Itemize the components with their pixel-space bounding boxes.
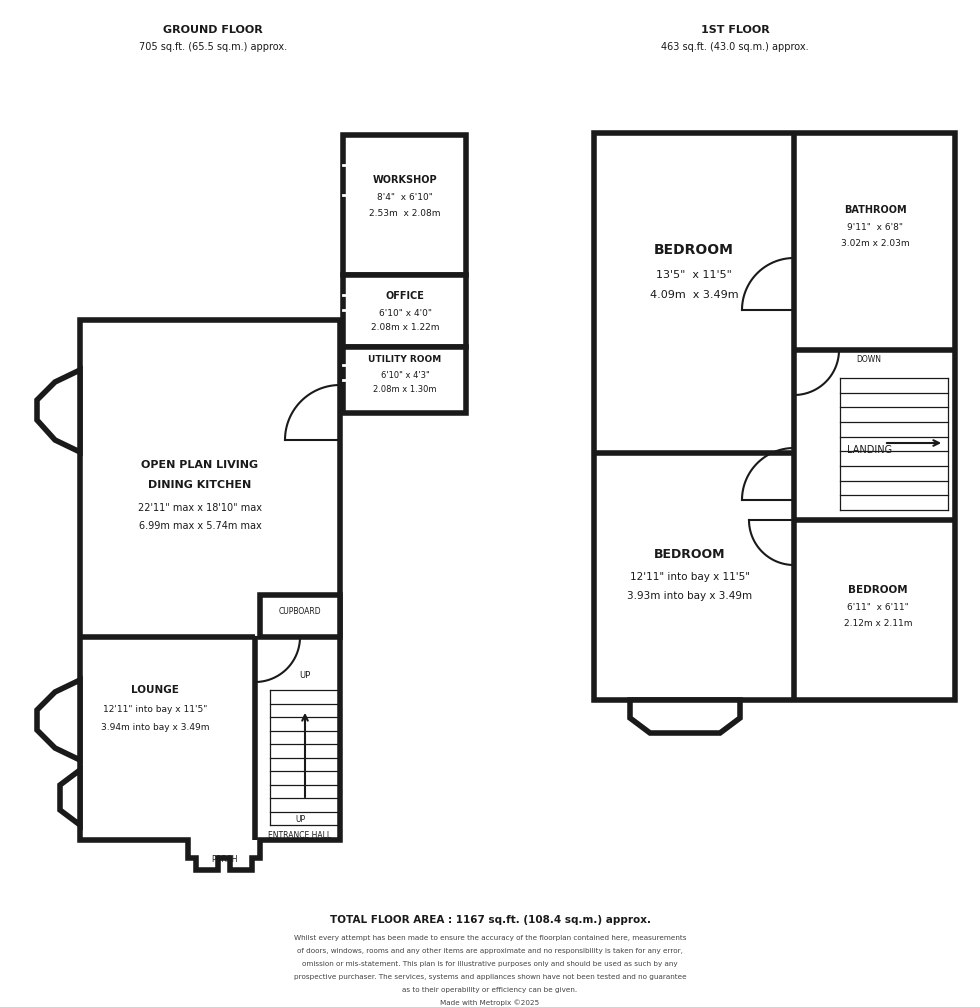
Text: 2.08m x 1.30m: 2.08m x 1.30m [373, 385, 437, 394]
Text: UP: UP [299, 672, 311, 681]
Text: 13'5"  x 11'5": 13'5" x 11'5" [656, 270, 732, 280]
Text: 463 sq.ft. (43.0 sq.m.) approx.: 463 sq.ft. (43.0 sq.m.) approx. [662, 42, 808, 52]
Text: WORKSHOP: WORKSHOP [372, 175, 437, 185]
Text: PORCH: PORCH [211, 856, 237, 864]
Text: BEDROOM: BEDROOM [655, 549, 726, 562]
Text: 12'11" into bay x 11'5": 12'11" into bay x 11'5" [630, 572, 750, 582]
Text: 3.94m into bay x 3.49m: 3.94m into bay x 3.49m [101, 722, 210, 731]
Text: BEDROOM: BEDROOM [848, 585, 907, 595]
Text: 9'11"  x 6'8": 9'11" x 6'8" [847, 223, 903, 232]
Polygon shape [60, 770, 80, 825]
Text: 2.08m x 1.22m: 2.08m x 1.22m [370, 323, 439, 332]
Text: OPEN PLAN LIVING: OPEN PLAN LIVING [141, 460, 259, 470]
Text: ENTRANCE HALL: ENTRANCE HALL [269, 831, 331, 840]
Bar [260, 595, 340, 637]
Text: DOWN: DOWN [857, 355, 881, 365]
Bar [343, 135, 466, 275]
Text: TOTAL FLOOR AREA : 1167 sq.ft. (108.4 sq.m.) approx.: TOTAL FLOOR AREA : 1167 sq.ft. (108.4 sq… [329, 915, 651, 925]
Text: 8'4"  x 6'10": 8'4" x 6'10" [377, 193, 433, 202]
Text: 1ST FLOOR: 1ST FLOOR [701, 25, 769, 35]
Text: 6.99m max x 5.74m max: 6.99m max x 5.74m max [138, 521, 262, 531]
Text: omission or mis-statement. This plan is for illustrative purposes only and shoul: omission or mis-statement. This plan is … [302, 961, 678, 967]
Text: LANDING: LANDING [848, 445, 893, 455]
Text: as to their operability or efficiency can be given.: as to their operability or efficiency ca… [403, 987, 577, 993]
Polygon shape [37, 680, 80, 760]
Text: UP: UP [295, 816, 305, 825]
Text: 705 sq.ft. (65.5 sq.m.) approx.: 705 sq.ft. (65.5 sq.m.) approx. [139, 42, 287, 52]
Text: 6'11"  x 6'11": 6'11" x 6'11" [847, 603, 908, 612]
Text: 4.09m  x 3.49m: 4.09m x 3.49m [650, 290, 738, 300]
Text: BATHROOM: BATHROOM [844, 205, 906, 215]
Text: LOUNGE: LOUNGE [131, 685, 179, 695]
Text: 2.12m x 2.11m: 2.12m x 2.11m [844, 619, 912, 628]
Text: 2.53m  x 2.08m: 2.53m x 2.08m [369, 209, 441, 219]
Text: BEDROOM: BEDROOM [654, 243, 734, 257]
Text: prospective purchaser. The services, systems and appliances shown have not been : prospective purchaser. The services, sys… [294, 974, 686, 980]
Bar [343, 275, 466, 347]
Polygon shape [37, 370, 80, 452]
Text: 3.93m into bay x 3.49m: 3.93m into bay x 3.49m [627, 591, 753, 601]
Text: GROUND FLOOR: GROUND FLOOR [163, 25, 263, 35]
Text: of doors, windows, rooms and any other items are approximate and no responsibili: of doors, windows, rooms and any other i… [297, 948, 683, 954]
Text: 22'11" max x 18'10" max: 22'11" max x 18'10" max [138, 504, 262, 513]
Text: OFFICE: OFFICE [385, 291, 424, 301]
Text: 12'11" into bay x 11'5": 12'11" into bay x 11'5" [103, 706, 207, 715]
Text: UTILITY ROOM: UTILITY ROOM [368, 355, 442, 365]
Bar [594, 133, 955, 700]
Bar [343, 347, 466, 413]
Text: Whilst every attempt has been made to ensure the accuracy of the floorplan conta: Whilst every attempt has been made to en… [294, 936, 686, 941]
Polygon shape [80, 320, 340, 870]
Text: CUPBOARD: CUPBOARD [278, 607, 321, 616]
Text: DINING KITCHEN: DINING KITCHEN [148, 480, 252, 490]
Text: 6'10" x 4'3": 6'10" x 4'3" [380, 371, 429, 380]
Text: 3.02m x 2.03m: 3.02m x 2.03m [841, 239, 909, 248]
Text: Made with Metropix ©2025: Made with Metropix ©2025 [440, 1000, 540, 1006]
Polygon shape [630, 700, 740, 733]
Text: 6'10" x 4'0": 6'10" x 4'0" [378, 308, 431, 317]
